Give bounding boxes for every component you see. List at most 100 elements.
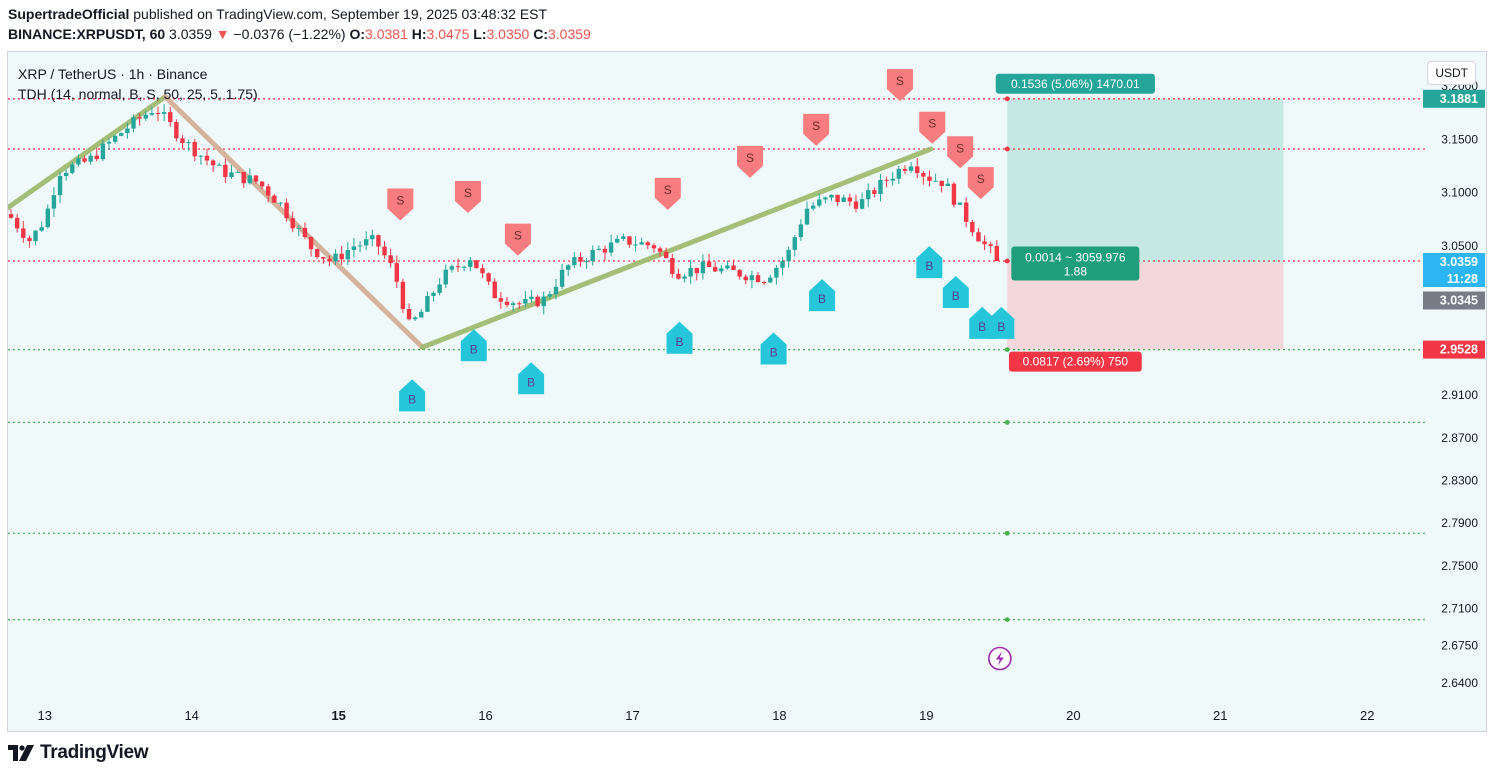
trend-line-2 bbox=[419, 146, 934, 350]
trend-line-0 bbox=[8, 94, 168, 211]
candle-101 bbox=[627, 236, 632, 245]
buy-marker-5 bbox=[809, 279, 836, 312]
y-tick-11: 2.6400 bbox=[1441, 676, 1478, 690]
candle-80 bbox=[498, 298, 504, 302]
candle-100 bbox=[621, 236, 626, 239]
target-label: 0.1536 (5.06%) 1470.01 bbox=[1011, 77, 1140, 91]
candle-106 bbox=[657, 248, 663, 252]
candle-59 bbox=[370, 235, 375, 240]
ohlc-line: BINANCE:XRPUSDT, 60 3.0359 ▼ −0.0376 (−1… bbox=[8, 26, 591, 42]
candle-77 bbox=[480, 268, 485, 274]
sell-marker-label-1: S bbox=[464, 186, 472, 200]
buy-marker-label-5: B bbox=[818, 292, 826, 306]
candle-139 bbox=[859, 199, 865, 209]
candle-41 bbox=[259, 181, 265, 187]
candle-15 bbox=[100, 143, 106, 160]
x-tick-4: 17 bbox=[625, 708, 639, 723]
price-tag-last-box bbox=[1423, 253, 1485, 288]
candle-76 bbox=[474, 260, 479, 269]
chart-legend: XRP / TetherUS · 1h · Binance TDH (14, n… bbox=[18, 64, 258, 104]
candle-36 bbox=[229, 172, 234, 178]
currency-button[interactable]: USDT bbox=[1427, 61, 1476, 85]
candle-30 bbox=[192, 141, 197, 157]
candle-2 bbox=[21, 228, 26, 238]
sell-marker-5 bbox=[803, 113, 830, 146]
candle-92 bbox=[572, 257, 577, 266]
candle-40 bbox=[253, 175, 259, 182]
candle-107 bbox=[663, 251, 669, 258]
candle-108 bbox=[670, 257, 675, 274]
chart-area[interactable]: B B B B B B B B B B S S S S S S S S S S 0.1536 (5.06%) 1470.… bbox=[7, 51, 1487, 732]
price-tag-entry: 3.0345 bbox=[1440, 294, 1478, 308]
candle-62 bbox=[388, 255, 393, 264]
target-zone bbox=[1007, 98, 1284, 263]
candle-84 bbox=[523, 298, 528, 304]
low-label: L: bbox=[473, 26, 487, 42]
level-handle-3 bbox=[1004, 347, 1010, 352]
candle-33 bbox=[210, 160, 216, 166]
candle-134 bbox=[829, 194, 834, 198]
candle-95 bbox=[590, 249, 595, 262]
y-tick-6: 2.8300 bbox=[1441, 473, 1478, 487]
symbol-label: BINANCE:XRPUSDT, 60 bbox=[8, 26, 166, 42]
candle-9 bbox=[63, 172, 69, 177]
candle-1 bbox=[14, 217, 20, 229]
candle-3 bbox=[27, 237, 32, 242]
candle-66 bbox=[412, 317, 418, 320]
price-tag-last: 3.0359 bbox=[1440, 255, 1478, 269]
buy-marker-label-3: B bbox=[676, 335, 684, 349]
candle-133 bbox=[823, 197, 828, 200]
brand-name[interactable]: TradingView bbox=[40, 742, 149, 763]
y-tick-3: 3.0500 bbox=[1441, 239, 1478, 253]
buy-marker-9 bbox=[988, 306, 1015, 339]
candle-72 bbox=[449, 266, 455, 270]
footer: TradingView bbox=[8, 742, 149, 764]
indicator-label[interactable]: TDH (14, normal, B, S, 50, 25, 5, 1.75) bbox=[18, 86, 258, 102]
candle-159 bbox=[982, 241, 987, 245]
entry-label-line1: 0.0014 ~ 3059.976 bbox=[1025, 251, 1126, 265]
sell-marker-4 bbox=[737, 145, 764, 178]
candle-79 bbox=[492, 281, 497, 299]
x-tick-3: 16 bbox=[478, 708, 492, 723]
x-tick-9: 22 bbox=[1360, 708, 1374, 723]
candle-38 bbox=[241, 171, 246, 184]
buy-marker-1 bbox=[460, 329, 487, 362]
candle-90 bbox=[559, 269, 565, 287]
candle-69 bbox=[431, 292, 436, 296]
candle-155 bbox=[957, 202, 963, 205]
stop-label-box bbox=[1008, 351, 1142, 372]
candle-53 bbox=[333, 253, 338, 262]
candle-137 bbox=[847, 197, 853, 202]
buy-marker-label-1: B bbox=[470, 342, 478, 356]
candle-141 bbox=[872, 190, 877, 195]
down-arrow-icon: ▼ bbox=[215, 26, 230, 42]
buy-marker-label-8: B bbox=[978, 320, 986, 334]
candle-39 bbox=[247, 175, 253, 184]
candle-45 bbox=[284, 202, 289, 219]
publisher-name[interactable]: SupertradeOfficial bbox=[8, 6, 130, 22]
candle-128 bbox=[792, 237, 797, 250]
candle-158 bbox=[976, 232, 981, 242]
close-label: C: bbox=[533, 26, 548, 42]
candle-123 bbox=[761, 282, 767, 284]
candle-89 bbox=[553, 286, 559, 295]
candle-28 bbox=[180, 138, 185, 144]
candle-138 bbox=[853, 201, 859, 209]
chart-title: XRP / TetherUS · 1h · Binance bbox=[18, 66, 208, 82]
candle-154 bbox=[951, 183, 957, 205]
high-label: H: bbox=[411, 26, 427, 42]
candle-110 bbox=[682, 276, 687, 279]
candle-63 bbox=[394, 263, 399, 282]
candle-125 bbox=[774, 267, 779, 278]
entry-label-line2: 1.88 bbox=[1064, 265, 1088, 279]
candle-98 bbox=[608, 242, 614, 253]
buy-marker-3 bbox=[666, 321, 693, 354]
candle-82 bbox=[510, 303, 516, 306]
candle-78 bbox=[486, 273, 491, 282]
level-handle-0 bbox=[1004, 96, 1010, 102]
candle-94 bbox=[584, 261, 589, 263]
candle-104 bbox=[645, 242, 651, 246]
candle-97 bbox=[602, 248, 608, 253]
candle-61 bbox=[382, 246, 387, 256]
